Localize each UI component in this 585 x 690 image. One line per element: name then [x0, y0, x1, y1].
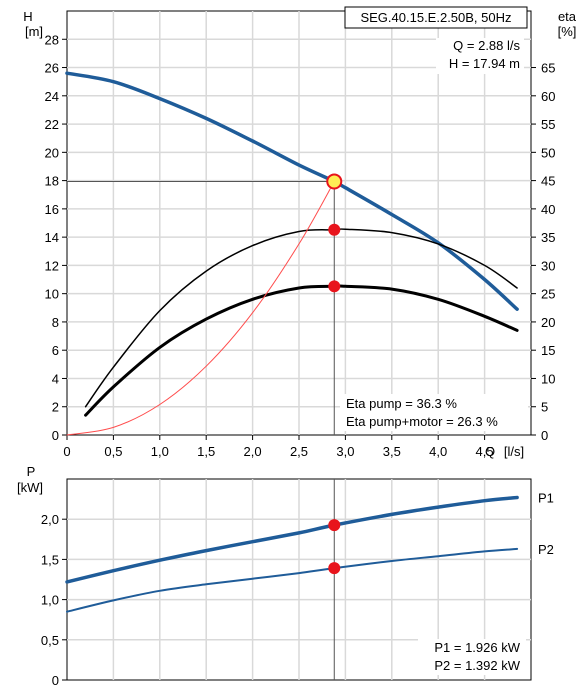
bottom-series: P1 P2	[65, 479, 554, 680]
power-tick-label: 1,5	[41, 552, 59, 567]
right-tick-label: 55	[541, 117, 555, 132]
top-series	[65, 71, 519, 436]
right-tick-label: 5	[541, 400, 548, 415]
series-line-system-curve	[66, 180, 335, 436]
left-tick-label: 22	[45, 117, 59, 132]
series-line-p1	[65, 495, 519, 584]
p1-readout: P1 = 1.926 kW	[434, 640, 520, 655]
series-line-eta-pump	[84, 228, 518, 408]
p2-point	[328, 562, 341, 575]
power-tick-label: 1,0	[41, 593, 59, 608]
x-tick-label: 4,5	[476, 444, 494, 459]
series-line-head	[65, 71, 519, 311]
readout-q: Q = 2.88 l/s	[453, 38, 520, 53]
top-grid	[67, 11, 531, 435]
legend-p2: P2	[538, 542, 554, 557]
x-tick-label: 1,5	[197, 444, 215, 459]
x-tick-label: 2,5	[290, 444, 308, 459]
right-tick-label: 65	[541, 61, 555, 76]
power-readout-box	[418, 639, 526, 675]
x-axis-unit: [l/s]	[504, 444, 524, 459]
left-tick-label: 2	[52, 400, 59, 415]
right-tick-label: 40	[541, 202, 555, 217]
p2-readout: P2 = 1.392 kW	[434, 658, 520, 673]
x-tick-label: 0	[63, 444, 70, 459]
x-tick-label: 3,5	[383, 444, 401, 459]
y-axis-unit-right: [%]	[558, 24, 577, 39]
x-tick-label: 1,0	[151, 444, 169, 459]
left-tick-label: 16	[45, 202, 59, 217]
power-tick-label: 2,0	[41, 512, 59, 527]
model-title: SEG.40.15.E.2.50B, 50Hz	[360, 10, 511, 25]
left-tick-label: 20	[45, 145, 59, 160]
right-tick-label: 15	[541, 343, 555, 358]
power-axis-label: P	[27, 464, 36, 479]
eta-pump-readout: Eta pump = 36.3 %	[346, 396, 457, 411]
bottom-left-ticks: 0 0,5 1,0 1,5 2,0	[41, 512, 67, 688]
eta-total-point	[328, 280, 341, 293]
x-tick-label: 4,0	[429, 444, 447, 459]
series-line-p2	[66, 547, 519, 613]
left-tick-label: 28	[45, 32, 59, 47]
eta-readout-box	[340, 394, 528, 431]
top-right-ticks: 0 5 10 15 20 25 30 35 40 45 50 55 60 65	[531, 61, 555, 443]
right-tick-label: 35	[541, 230, 555, 245]
model-title-box	[344, 6, 528, 29]
right-tick-label: 0	[541, 428, 548, 443]
left-tick-label: 14	[45, 230, 59, 245]
operating-point-marker	[326, 173, 343, 190]
left-tick-label: 26	[45, 61, 59, 76]
series-line-eta-total	[84, 284, 519, 417]
power-tick-label: 0	[52, 673, 59, 688]
left-tick-label: 6	[52, 343, 59, 358]
power-axis-unit: [kW]	[17, 480, 43, 495]
readout-box	[436, 38, 524, 74]
x-tick-label: 0,5	[104, 444, 122, 459]
x-tick-label: 2,0	[244, 444, 262, 459]
eta-pump-point	[328, 223, 341, 236]
left-tick-label: 0	[52, 428, 59, 443]
right-tick-label: 45	[541, 174, 555, 189]
y-axis-label-left: H	[23, 9, 32, 24]
p1-point	[328, 519, 341, 532]
left-tick-label: 10	[45, 287, 59, 302]
power-tick-label: 0,5	[41, 633, 59, 648]
left-tick-label: 4	[52, 371, 59, 386]
left-tick-label: 8	[52, 315, 59, 330]
legend-p1: P1	[538, 490, 554, 505]
right-tick-label: 25	[541, 287, 555, 302]
right-tick-label: 30	[541, 258, 555, 273]
right-tick-label: 60	[541, 89, 555, 104]
left-tick-label: 24	[45, 89, 59, 104]
right-tick-label: 20	[541, 315, 555, 330]
right-tick-label: 50	[541, 145, 555, 160]
head-eta-chart: 0 0,5 1,0 1,5 2,0 2,5 3,0 3,5 4,0 4,5 02468101214…	[23, 6, 577, 459]
left-tick-label: 12	[45, 258, 59, 273]
eta-total-readout: Eta pump+motor = 26.3 %	[346, 414, 498, 429]
y-axis-label-right: eta	[558, 9, 577, 24]
left-tick-label: 18	[45, 174, 59, 189]
x-axis-label: Q	[485, 444, 495, 459]
top-x-ticks: 0 0,5 1,0 1,5 2,0 2,5 3,0 3,5 4,0 4,5	[63, 435, 494, 459]
x-tick-label: 3,0	[336, 444, 354, 459]
readout-h: H = 17.94 m	[449, 56, 520, 71]
right-tick-label: 10	[541, 371, 555, 386]
y-axis-unit-left: [m]	[25, 24, 43, 39]
